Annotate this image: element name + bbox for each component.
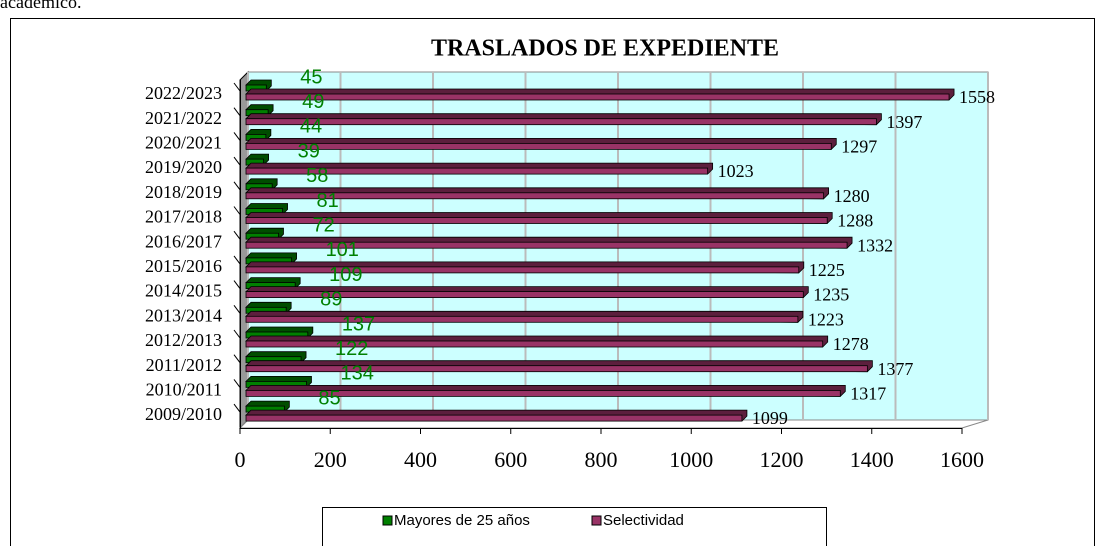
- y-tick: [233, 379, 241, 388]
- y-tick-label: 2014/2015: [145, 281, 222, 301]
- x-tick-label: 200: [314, 447, 347, 472]
- y-tick-label: 2020/2021: [145, 133, 222, 153]
- y-tick: [233, 304, 241, 314]
- x-tick-label: 1600: [940, 447, 984, 472]
- x-tick-label: 1000: [669, 447, 713, 472]
- y-tick: [233, 107, 241, 116]
- value-label: 1280: [834, 186, 870, 206]
- value-label: 72: [312, 214, 334, 236]
- y-tick: [233, 181, 241, 191]
- value-label: 1297: [841, 137, 877, 157]
- value-label: 85: [318, 387, 340, 409]
- y-tick-label: 2010/2011: [146, 380, 222, 400]
- legend-swatch: [382, 515, 393, 526]
- y-tick-label: 2016/2017: [145, 231, 222, 251]
- value-label: 122: [335, 338, 368, 360]
- x-tick-label: 1400: [850, 447, 894, 472]
- x-tick-label: 800: [585, 447, 618, 472]
- y-tick: [233, 132, 241, 141]
- value-label: 1558: [959, 87, 995, 107]
- bar: [245, 389, 841, 397]
- value-label: 1235: [813, 285, 849, 305]
- value-label: 44: [300, 116, 322, 138]
- bar: [245, 167, 709, 175]
- x-tick-label: 0: [235, 447, 246, 472]
- legend-label: Mayores de 25 años: [394, 512, 530, 529]
- bar: [245, 192, 824, 200]
- context-text: académico.: [0, 0, 81, 12]
- value-label: 1332: [857, 235, 893, 255]
- bar: [245, 142, 832, 150]
- y-tick: [233, 403, 241, 413]
- y-tick-label: 2018/2019: [145, 182, 222, 202]
- y-tick-label: 2021/2022: [145, 108, 222, 128]
- value-label: 1317: [850, 384, 886, 404]
- bar: [245, 93, 950, 101]
- value-label: 1099: [752, 408, 788, 428]
- value-label: 1397: [886, 112, 922, 132]
- bar: [245, 291, 804, 299]
- bar: [245, 118, 877, 126]
- x-tick-label: 400: [404, 447, 437, 472]
- y-tick: [233, 156, 241, 166]
- value-label: 109: [329, 264, 362, 286]
- y-tick: [233, 82, 241, 92]
- chart-frame: [10, 18, 1095, 546]
- value-label: 49: [302, 91, 324, 113]
- y-tick: [233, 255, 241, 265]
- x-tick-label: 600: [494, 447, 527, 472]
- value-label: 81: [317, 190, 339, 212]
- legend-label: Selectividad: [603, 512, 684, 529]
- x-tick-label: 1200: [760, 447, 804, 472]
- bar: [245, 266, 800, 274]
- y-tick: [233, 280, 241, 289]
- bar: [245, 365, 868, 373]
- y-tick-label: 2022/2023: [145, 83, 222, 103]
- legend-box: [322, 507, 827, 546]
- side-wall: [239, 70, 249, 430]
- bar: [245, 340, 824, 348]
- y-tick: [233, 329, 241, 339]
- value-label: 1023: [718, 161, 754, 181]
- value-label: 101: [326, 239, 359, 261]
- value-label: 39: [298, 140, 320, 162]
- y-tick-label: 2013/2014: [145, 305, 222, 325]
- value-label: 58: [306, 165, 328, 187]
- bar: [245, 217, 828, 224]
- value-label: 45: [300, 66, 322, 88]
- bar: [245, 414, 743, 422]
- value-label: 1288: [837, 211, 873, 231]
- y-tick: [233, 206, 241, 215]
- legend-swatch: [591, 515, 602, 526]
- y-tick-label: 2009/2010: [145, 404, 222, 424]
- y-tick-label: 2015/2016: [145, 256, 222, 276]
- y-tick-label: 2017/2018: [145, 207, 222, 227]
- value-label: 1278: [833, 334, 869, 354]
- y-tick: [233, 354, 241, 364]
- bar: [245, 315, 799, 323]
- value-label: 89: [320, 289, 342, 311]
- value-label: 1377: [877, 359, 913, 379]
- value-label: 1225: [809, 260, 845, 280]
- value-label: 134: [340, 363, 373, 385]
- bar: [245, 241, 848, 249]
- y-tick-label: 2012/2013: [145, 330, 222, 350]
- y-tick-label: 2019/2020: [145, 157, 222, 177]
- value-label: 1223: [808, 309, 844, 329]
- value-label: 137: [342, 313, 375, 335]
- y-tick: [233, 230, 241, 240]
- y-tick-label: 2011/2012: [146, 355, 222, 375]
- chart-title: TRASLADOS DE EXPEDIENTE: [431, 36, 779, 62]
